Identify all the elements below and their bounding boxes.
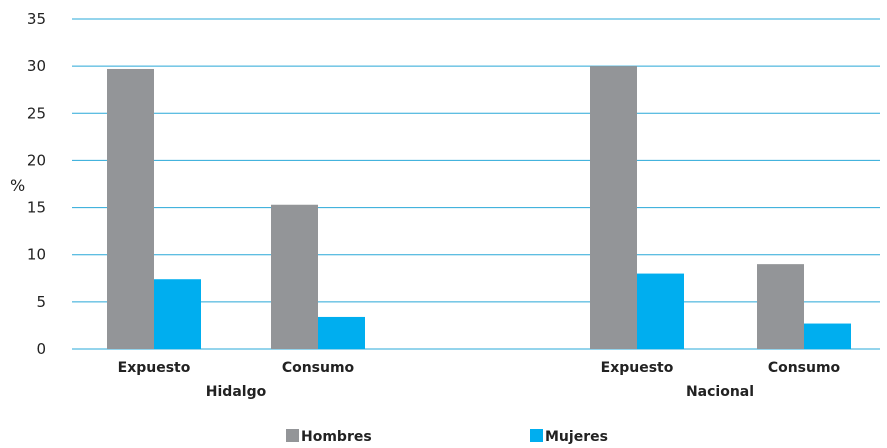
group-label: Nacional (686, 384, 754, 400)
y-tick-label: 25 (27, 104, 46, 122)
x-tick-label: Expuesto (601, 360, 674, 376)
y-tick-label: 35 (27, 10, 46, 28)
y-tick-label: 20 (27, 151, 46, 169)
legend-label: Mujeres (545, 429, 608, 445)
bar-mujeres-1 (318, 316, 365, 349)
group-label: Hidalgo (206, 384, 267, 400)
y-tick-label: 15 (27, 199, 46, 217)
y-tick-label: 5 (36, 293, 46, 311)
y-tick-label: 30 (27, 57, 46, 75)
y-axis-ticks: 0 5 10 15 20 25 30 35 (27, 10, 46, 358)
bar-hombres-0 (107, 68, 154, 349)
legend-swatch (286, 429, 299, 442)
bar-mujeres-3 (804, 323, 851, 349)
gridlines (72, 18, 880, 350)
x-tick-label: Expuesto (118, 360, 191, 376)
y-tick-label: 10 (27, 246, 46, 264)
y-tick-label: 0 (36, 340, 46, 358)
bar-mujeres-2 (637, 273, 684, 349)
y-axis-label: % (10, 176, 25, 195)
x-tick-label: Consumo (768, 360, 841, 376)
legend-swatch (530, 429, 543, 442)
legend-label: Hombres (301, 429, 372, 445)
bar-hombres-3 (757, 264, 804, 349)
x-tick-label: Consumo (282, 360, 355, 376)
bar-hombres-2 (590, 66, 637, 350)
legend: Hombres Mujeres (286, 429, 608, 445)
bar-mujeres-0 (154, 279, 201, 349)
bar-hombres-1 (271, 204, 318, 349)
bars (107, 66, 851, 350)
x-axis-labels: Expuesto Consumo Expuesto Consumo Hidalgo Nac… (118, 360, 841, 400)
